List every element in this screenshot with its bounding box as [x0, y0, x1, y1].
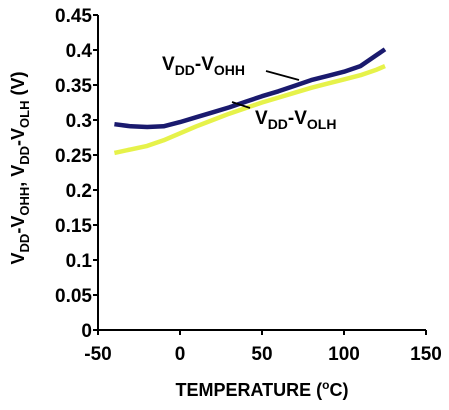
y-tick-label: 0.2 [66, 181, 92, 202]
x-tick-label: 150 [410, 344, 442, 365]
series-label-volh: VDD-VOLH [255, 108, 336, 132]
y-tick-label: 0.15 [55, 216, 92, 237]
x-tick-label: 100 [328, 344, 360, 365]
y-tick-label: 0.25 [55, 146, 92, 167]
x-tick-label: -50 [84, 344, 111, 365]
plot-axes [97, 15, 426, 331]
series-line-vohh [114, 47, 387, 130]
leader-line-volh [231, 101, 251, 109]
y-tick-label: 0.3 [66, 111, 92, 132]
x-tick-label: 0 [175, 344, 186, 365]
x-axis-title: TEMPERATURE (oC) [175, 378, 348, 400]
y-tick-label: 0.05 [55, 286, 92, 307]
y-tick-label: 0.45 [55, 6, 92, 27]
series-line-volh [113, 64, 386, 156]
y-tick-label: 0 [81, 321, 92, 342]
y-axis-title: VDD-VOHH, VDD-VOLH (V) [8, 72, 32, 265]
series-annotations: VDD-VOHH VDD-VOLH [162, 54, 336, 132]
y-tick-label: 0.35 [55, 76, 92, 97]
x-tick-label: 50 [251, 344, 272, 365]
leader-line-vohh [265, 70, 300, 81]
y-axis-ticks: 0 0.05 0.1 0.15 0.2 0.25 0.3 0.35 0.4 0.45 [55, 6, 98, 342]
x-axis-ticks: -50 0 50 100 150 [84, 330, 442, 365]
y-tick-label: 0.4 [66, 41, 93, 62]
y-tick-label: 0.1 [66, 251, 93, 272]
series-label-vohh: VDD-VOHH [162, 54, 245, 78]
series-lines [113, 47, 387, 156]
